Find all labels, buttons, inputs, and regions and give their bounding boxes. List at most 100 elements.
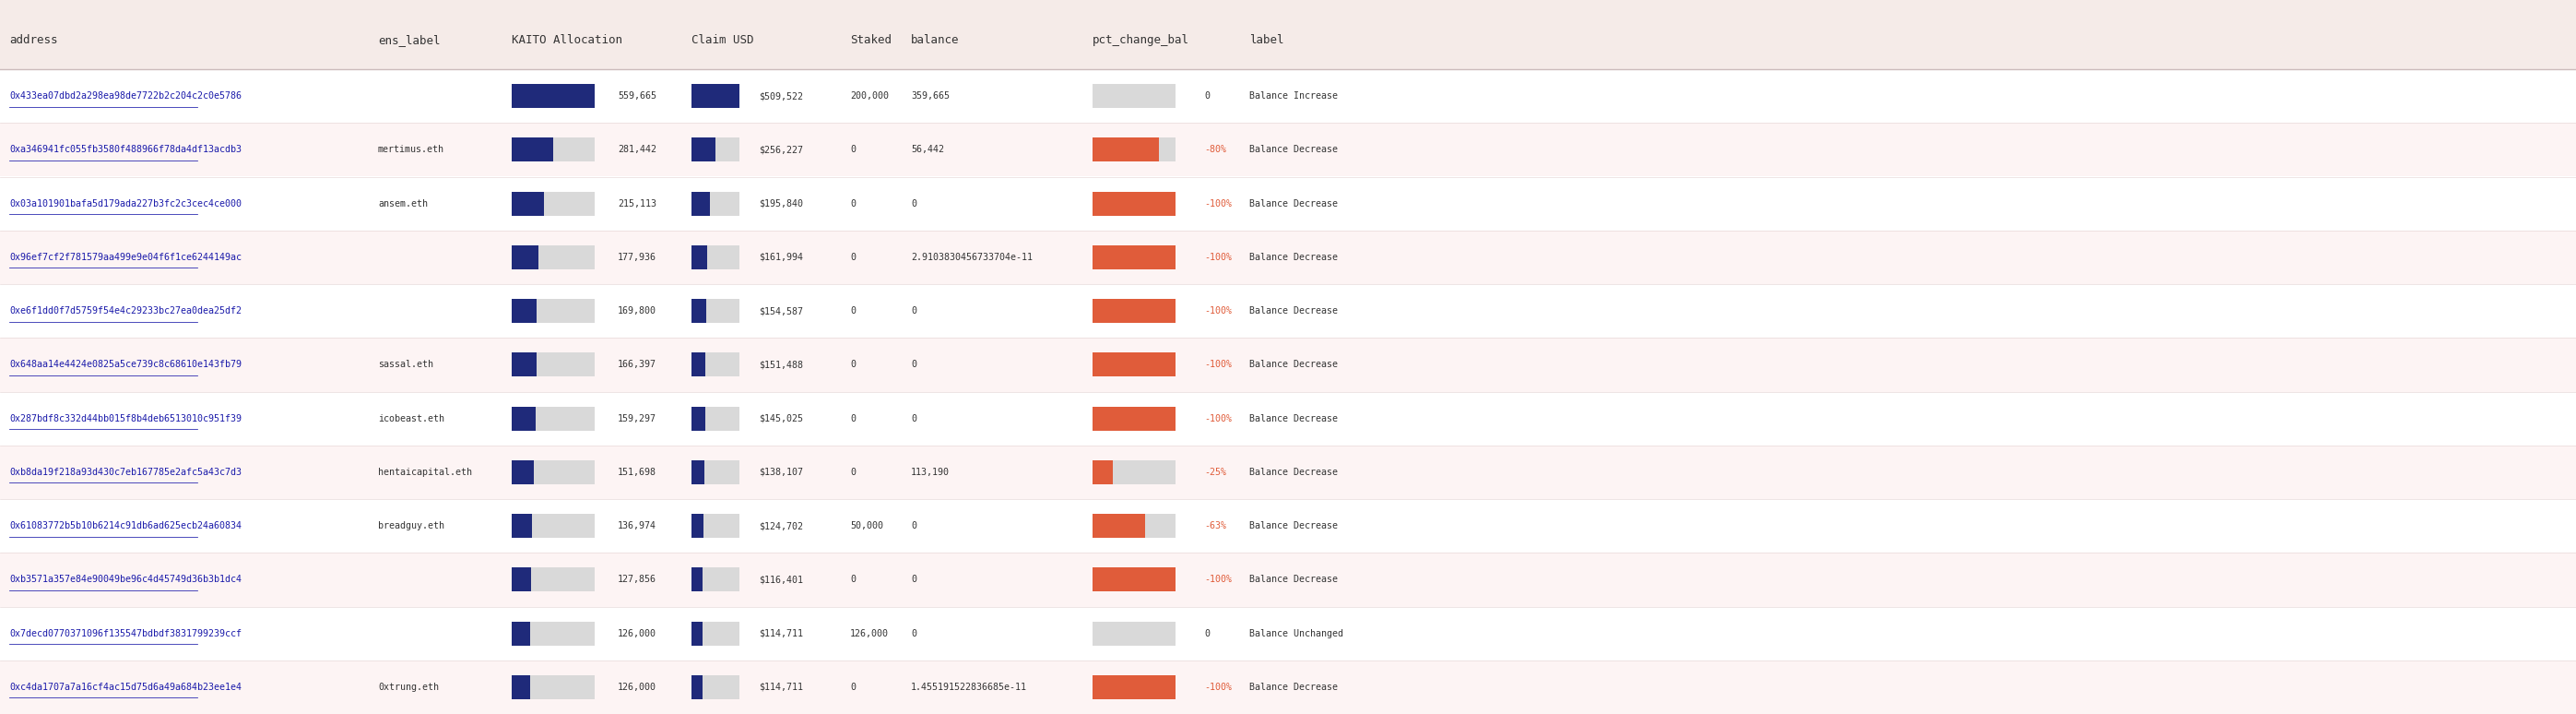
Text: 56,442: 56,442 (912, 145, 943, 154)
Bar (690, 353, 739, 377)
Bar (513, 621, 531, 645)
Bar (513, 84, 595, 108)
Text: icobeast.eth: icobeast.eth (379, 414, 446, 423)
Text: -25%: -25% (1203, 468, 1226, 477)
Bar (1092, 353, 1175, 377)
Bar (513, 299, 536, 323)
Bar (513, 84, 595, 108)
Text: 0: 0 (850, 253, 855, 262)
Bar (690, 191, 711, 216)
Text: $195,840: $195,840 (760, 199, 804, 208)
Text: Balance Decrease: Balance Decrease (1249, 521, 1337, 531)
Text: ens_label: ens_label (379, 34, 440, 46)
Bar (1092, 406, 1175, 431)
Text: 0: 0 (850, 575, 855, 584)
Text: -80%: -80% (1203, 145, 1226, 154)
Text: 0: 0 (850, 468, 855, 477)
Bar (0, 553, 2576, 606)
Text: 0: 0 (1203, 629, 1211, 638)
Text: -100%: -100% (1203, 575, 1231, 584)
Text: 0: 0 (912, 360, 917, 369)
Bar (513, 568, 531, 592)
Bar (1092, 514, 1144, 538)
Text: 0x96ef7cf2f781579aa499e9e04f6f1ce6244149ac: 0x96ef7cf2f781579aa499e9e04f6f1ce6244149… (10, 253, 242, 262)
Bar (1092, 461, 1113, 484)
Bar (513, 138, 595, 162)
Text: 177,936: 177,936 (618, 253, 657, 262)
Text: $124,702: $124,702 (760, 521, 804, 531)
Bar (690, 299, 706, 323)
Bar (0, 231, 2576, 284)
Text: -100%: -100% (1203, 306, 1231, 316)
Bar (1092, 246, 1175, 269)
Text: 559,665: 559,665 (618, 91, 657, 101)
Text: 166,397: 166,397 (618, 360, 657, 369)
Bar (1092, 621, 1175, 645)
Bar (513, 246, 595, 269)
Text: 200,000: 200,000 (850, 91, 889, 101)
Text: 1.455191522836685e-11: 1.455191522836685e-11 (912, 683, 1028, 692)
Bar (690, 84, 739, 108)
Bar (1092, 568, 1175, 592)
Bar (690, 514, 739, 538)
Bar (690, 406, 706, 431)
Text: Staked: Staked (850, 34, 891, 46)
Text: Balance Decrease: Balance Decrease (1249, 414, 1337, 423)
Text: 159,297: 159,297 (618, 414, 657, 423)
Text: 0xe6f1dd0f7d5759f54e4c29233bc27ea0dea25df2: 0xe6f1dd0f7d5759f54e4c29233bc27ea0dea25d… (10, 306, 242, 316)
Text: Claim USD: Claim USD (690, 34, 755, 46)
Text: 0x61083772b5b10b6214c91db6ad625ecb24a60834: 0x61083772b5b10b6214c91db6ad625ecb24a608… (10, 521, 242, 531)
Text: $256,227: $256,227 (760, 145, 804, 154)
Bar (1092, 138, 1159, 162)
Text: 113,190: 113,190 (912, 468, 951, 477)
Bar (513, 568, 595, 592)
Text: 0x433ea07dbd2a298ea98de7722b2c204c2c0e5786: 0x433ea07dbd2a298ea98de7722b2c204c2c0e57… (10, 91, 242, 101)
Bar (1092, 406, 1175, 431)
Bar (690, 514, 703, 538)
Bar (513, 299, 595, 323)
Text: 136,974: 136,974 (618, 521, 657, 531)
Bar (513, 406, 536, 431)
Text: pct_change_bal: pct_change_bal (1092, 34, 1190, 46)
Text: $161,994: $161,994 (760, 253, 804, 262)
Bar (513, 191, 595, 216)
Text: 0x648aa14e4424e0825a5ce739c8c68610e143fb79: 0x648aa14e4424e0825a5ce739c8c68610e143fb… (10, 360, 242, 369)
Bar (513, 675, 531, 699)
Bar (513, 191, 544, 216)
Bar (690, 299, 739, 323)
Bar (1092, 84, 1175, 108)
Text: -100%: -100% (1203, 199, 1231, 208)
Bar (1092, 675, 1175, 699)
Text: Balance Decrease: Balance Decrease (1249, 253, 1337, 262)
Text: 0: 0 (850, 145, 855, 154)
Text: 0x287bdf8c332d44bb015f8b4deb6513010c951f39: 0x287bdf8c332d44bb015f8b4deb6513010c951f… (10, 414, 242, 423)
Bar (513, 461, 533, 484)
Bar (690, 621, 739, 645)
Text: Balance Decrease: Balance Decrease (1249, 360, 1337, 369)
Text: $509,522: $509,522 (760, 91, 804, 101)
Text: 0: 0 (1203, 91, 1211, 101)
Text: 169,800: 169,800 (618, 306, 657, 316)
Text: 126,000: 126,000 (618, 629, 657, 638)
Bar (1092, 191, 1175, 216)
Text: 126,000: 126,000 (850, 629, 889, 638)
Bar (0, 123, 2576, 176)
Bar (690, 353, 706, 377)
Bar (1092, 675, 1175, 699)
Text: Balance Decrease: Balance Decrease (1249, 306, 1337, 316)
Bar (1092, 138, 1175, 162)
Text: 0xc4da1707a7a16cf4ac15d75d6a49a684b23ee1e4: 0xc4da1707a7a16cf4ac15d75d6a49a684b23ee1… (10, 683, 242, 692)
Text: KAITO Allocation: KAITO Allocation (513, 34, 623, 46)
Text: 0xtrung.eth: 0xtrung.eth (379, 683, 438, 692)
Text: Balance Increase: Balance Increase (1249, 91, 1337, 101)
Text: ansem.eth: ansem.eth (379, 199, 428, 208)
Bar (690, 84, 739, 108)
Bar (1092, 191, 1175, 216)
Bar (690, 461, 739, 484)
Bar (0, 606, 2576, 660)
Bar (1092, 461, 1175, 484)
Bar (690, 246, 706, 269)
Text: 0x7decd0770371096f135547bdbdf3831799239ccf: 0x7decd0770371096f135547bdbdf3831799239c… (10, 629, 242, 638)
Text: $145,025: $145,025 (760, 414, 804, 423)
Text: 0: 0 (850, 360, 855, 369)
